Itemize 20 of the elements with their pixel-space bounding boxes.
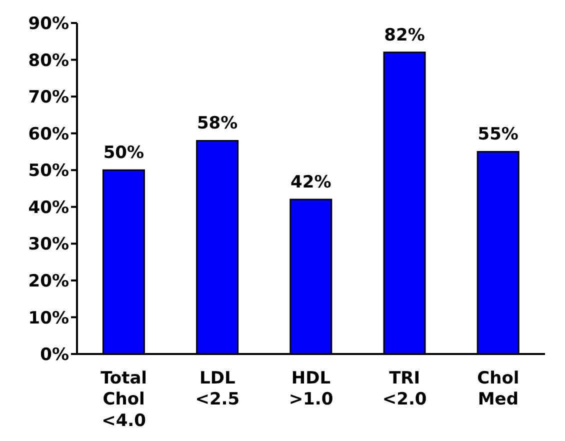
x-tick-label: Chol Med [477, 368, 520, 410]
y-tick-label: 70% [28, 88, 69, 108]
data-label: 58% [196, 114, 238, 134]
y-tick-label: 20% [28, 271, 69, 292]
x-tick-label: Total Chol <4.0 [100, 368, 148, 431]
data-label: 50% [103, 143, 144, 164]
y-tick-label: 80% [28, 50, 69, 71]
y-tick-label: 30% [28, 234, 69, 255]
x-tick-label: HDL >1.0 [288, 368, 334, 410]
x-tick-label: LDL <2.5 [195, 368, 240, 410]
y-tick-label: 90% [28, 14, 69, 34]
data-label: 42% [290, 172, 332, 193]
data-label: 82% [384, 25, 425, 46]
y-tick-label: 40% [28, 198, 69, 218]
x-tick-label: TRI <2.0 [382, 368, 427, 410]
y-tick-label: 10% [28, 308, 69, 328]
y-tick-label: 0% [40, 345, 69, 366]
data-label: 55% [478, 124, 518, 145]
y-tick-label: 60% [28, 124, 69, 144]
y-tick-label: 50% [28, 161, 69, 182]
